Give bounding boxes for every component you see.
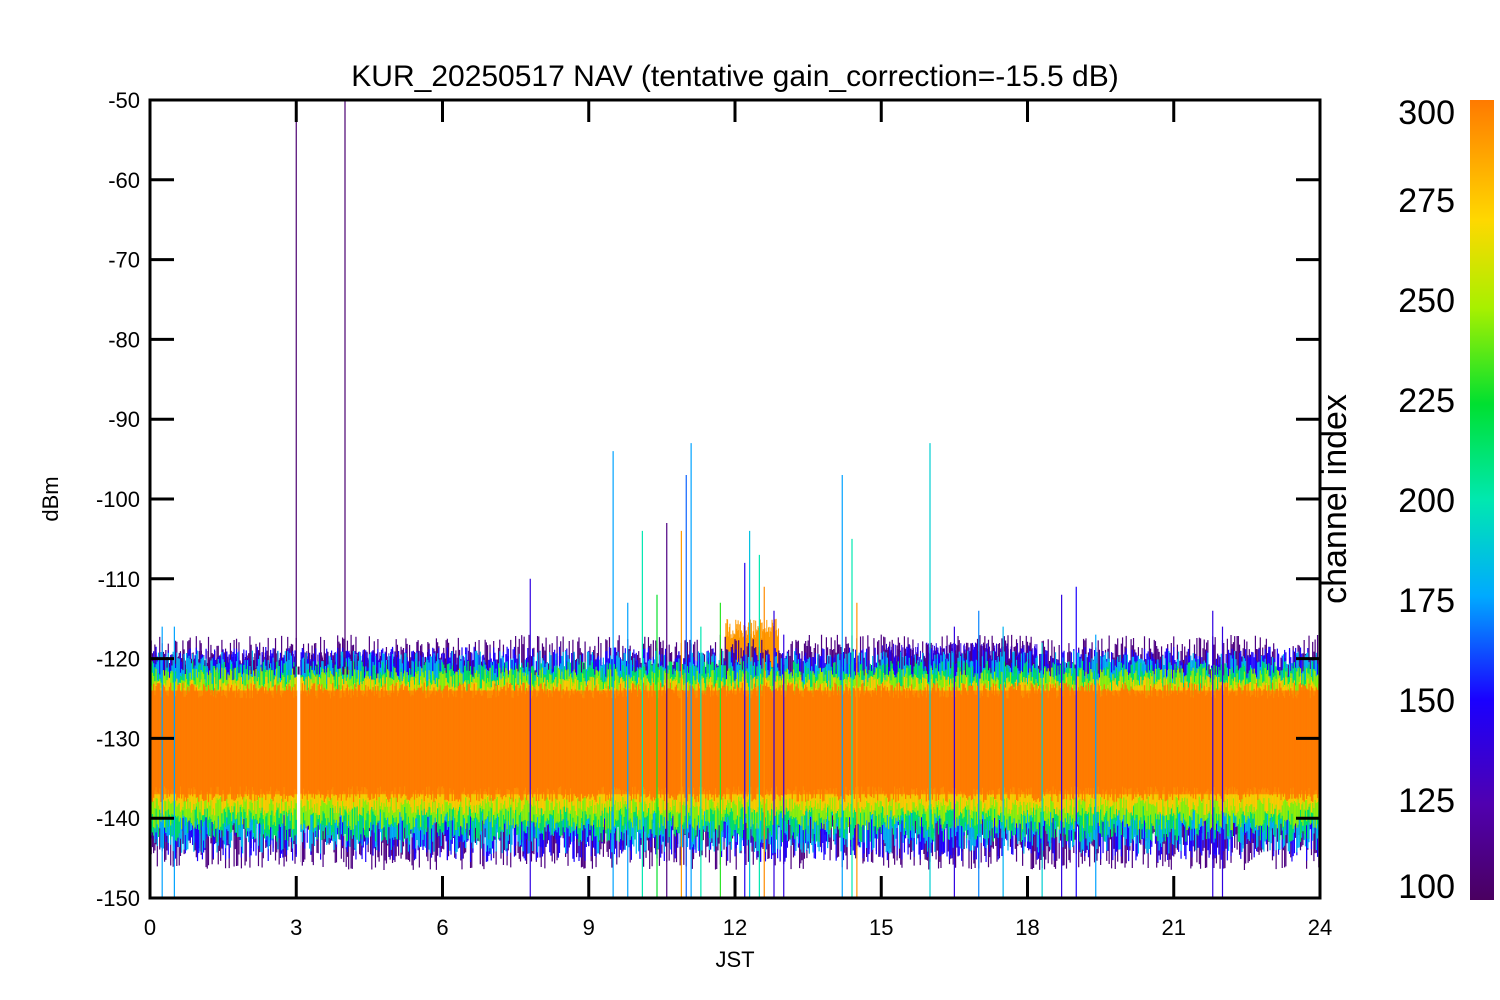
colorbar-tick-label: 250 [1398, 282, 1455, 320]
data-layer [151, 101, 1320, 898]
x-tick-label: 21 [1162, 915, 1186, 940]
y-tick-label: -140 [96, 806, 140, 831]
colorbar-tick-label: 175 [1398, 582, 1455, 620]
colorbar-label: channel index [1316, 394, 1354, 604]
y-tick-label: -60 [108, 168, 140, 193]
y-tick-label: -150 [96, 886, 140, 911]
y-tick-label: -130 [96, 726, 140, 751]
y-tick-label: -50 [108, 88, 140, 113]
colorbar [1470, 100, 1494, 900]
spike [293, 101, 300, 675]
x-tick-label: 3 [290, 915, 302, 940]
x-tick-label: 18 [1015, 915, 1039, 940]
colorbar-tick-label: 100 [1398, 868, 1455, 906]
x-tick-label: 24 [1308, 915, 1332, 940]
x-axis-label: JST [715, 947, 754, 972]
x-tick-label: 6 [436, 915, 448, 940]
x-axis: 0 3 6 9 12 15 18 21 24 [144, 100, 1332, 940]
y-axis-label: dBm [38, 476, 63, 521]
noise-floor-core [151, 690, 1320, 795]
colorbar-tick-label: 150 [1398, 682, 1455, 720]
colorbar-tick-label: 125 [1398, 782, 1455, 820]
colorbar-tick-label: 225 [1398, 382, 1455, 420]
x-tick-label: 15 [869, 915, 893, 940]
y-tick-label: -100 [96, 487, 140, 512]
y-tick-label: -70 [108, 248, 140, 273]
y-tick-label: -90 [108, 407, 140, 432]
colorbar-tick-label: 275 [1398, 182, 1455, 220]
y-tick-label: -80 [108, 327, 140, 352]
spike [342, 101, 349, 675]
y-axis: -50 -60 -70 -80 -90 -100 -110 -120 -130 -140 -150 [96, 88, 1320, 911]
data-gap [297, 101, 301, 898]
colorbar-tick-label: 200 [1398, 482, 1455, 520]
x-tick-label: 9 [583, 915, 595, 940]
colorbar-ticks: 100 125 150 175 200 225 250 275 300 [1398, 94, 1455, 906]
x-tick-label: 0 [144, 915, 156, 940]
colorbar-tick-label: 300 [1398, 94, 1455, 132]
y-tick-label: -110 [98, 567, 140, 592]
y-tick-label: -120 [96, 647, 140, 672]
x-tick-label: 12 [723, 915, 747, 940]
chart-title: KUR_20250517 NAV (tentative gain_correct… [351, 60, 1118, 93]
